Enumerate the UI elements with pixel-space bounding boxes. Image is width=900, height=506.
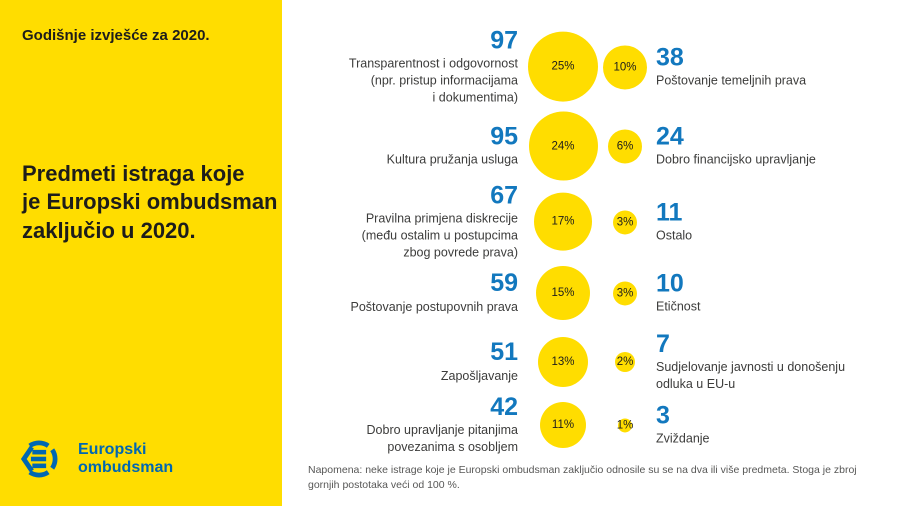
bubble-slot: 6%: [594, 129, 656, 163]
bubble-slot: 2%: [594, 352, 656, 372]
row-value: 3: [656, 401, 670, 430]
chart-row: 7 Sudjelovanje javnosti u donošenju odlu…: [594, 331, 894, 393]
bubble-slot: 13%: [518, 337, 608, 387]
row-value: 67: [490, 181, 518, 210]
chart-row: 24 Dobro financijsko upravljanje 6%: [594, 123, 894, 168]
percentage-bubble: 13%: [538, 337, 588, 387]
row-value: 10: [656, 269, 684, 298]
chart-row: 51 Zapošljavanje 13%: [0, 337, 608, 387]
percentage-bubble: 3%: [613, 281, 637, 305]
bubble-slot: 3%: [594, 210, 656, 234]
percentage-label: 6%: [616, 140, 634, 152]
bubble-slot: 11%: [518, 402, 608, 448]
row-text: 7 Sudjelovanje javnosti u donošenju odlu…: [656, 331, 845, 393]
row-label: Kultura pružanja usluga: [386, 152, 518, 167]
row-text: 59 Poštovanje postupovnih prava: [351, 270, 518, 315]
row-text: 10 Etičnost: [656, 270, 700, 315]
row-label: Dobro financijsko upravljanje: [656, 152, 816, 167]
chart-row: 97 Transparentnost i odgovornost (npr. p…: [0, 26, 608, 107]
row-label: Ostalo: [656, 228, 693, 243]
bubble-slot: 15%: [518, 266, 608, 320]
percentage-bubble: 2%: [615, 352, 635, 372]
row-label: Dobro upravljanje pitanjima povezanima s…: [366, 423, 518, 455]
row-value: 95: [490, 122, 518, 151]
percentage-label: 3%: [616, 287, 634, 299]
percentage-bubble: 24%: [528, 111, 598, 181]
percentage-bubble: 1%: [616, 418, 634, 432]
row-text: 24 Dobro financijsko upravljanje: [656, 123, 816, 168]
ombudsman-logo-icon: [20, 440, 58, 478]
percentage-label: 10%: [613, 61, 637, 73]
chart-row: 67 Pravilna primjena diskrecije (među os…: [0, 181, 608, 262]
footnote: Napomena: neke istrage koje je Europski …: [308, 464, 857, 492]
percentage-label: 13%: [551, 356, 575, 368]
row-value: 51: [490, 338, 518, 367]
percentage-label: 3%: [616, 216, 634, 228]
percentage-bubble: 25%: [528, 32, 598, 102]
row-label: Zviždanje: [656, 431, 710, 446]
report-label: Godišnje izvješće za 2020.: [22, 27, 210, 44]
row-value: 7: [656, 330, 670, 358]
bubble-slot: 3%: [594, 281, 656, 305]
percentage-label: 1%: [616, 419, 634, 431]
row-text: 95 Kultura pružanja usluga: [387, 123, 518, 168]
row-label: Poštovanje temeljnih prava: [656, 73, 807, 88]
row-value: 59: [490, 269, 518, 298]
row-value: 42: [490, 393, 518, 421]
row-text: 38 Poštovanje temeljnih prava: [656, 44, 806, 89]
chart-row: 38 Poštovanje temeljnih prava 10%: [594, 44, 894, 89]
chart-row: 10 Etičnost 3%: [594, 270, 894, 315]
row-text: 97 Transparentnost i odgovornost (npr. p…: [348, 26, 518, 107]
percentage-bubble: 6%: [608, 129, 642, 163]
row-value: 24: [656, 122, 684, 151]
row-label: Etičnost: [656, 299, 701, 314]
row-value: 38: [656, 43, 684, 72]
bubble-slot: 24%: [518, 111, 608, 181]
row-text: 11 Ostalo: [656, 199, 692, 244]
row-label: Transparentnost i odgovornost (npr. pris…: [348, 56, 518, 105]
bubble-slot: 17%: [518, 193, 608, 251]
percentage-bubble: 17%: [534, 193, 592, 251]
chart-row: 42 Dobro upravljanje pitanjima povezanim…: [0, 394, 608, 456]
chart-row: 95 Kultura pružanja usluga 24%: [0, 111, 608, 181]
bubble-slot: 10%: [594, 45, 656, 89]
percentage-bubble: 11%: [540, 402, 586, 448]
row-text: 42 Dobro upravljanje pitanjima povezanim…: [367, 394, 518, 456]
percentage-label: 11%: [551, 419, 575, 431]
chart-row: 59 Poštovanje postupovnih prava 15%: [0, 266, 608, 320]
percentage-label: 25%: [551, 61, 575, 73]
logo-text: Europski ombudsman: [78, 441, 174, 476]
row-label: Poštovanje postupovnih prava: [350, 299, 518, 314]
percentage-bubble: 10%: [603, 45, 647, 89]
page-title: Predmeti istraga koje je Europski ombuds…: [22, 161, 278, 243]
row-text: 51 Zapošljavanje: [441, 339, 518, 384]
row-value: 97: [490, 26, 518, 55]
row-value: 11: [656, 198, 683, 227]
percentage-bubble: 15%: [536, 266, 590, 320]
left-panel: Godišnje izvješće za 2020. Predmeti istr…: [0, 0, 282, 506]
ombudsman-logo: Europski ombudsman: [20, 440, 173, 478]
row-label: Sudjelovanje javnosti u donošenju odluka…: [656, 360, 846, 392]
percentage-label: 17%: [551, 216, 575, 228]
row-label: Zapošljavanje: [440, 368, 518, 383]
bubble-slot: 1%: [594, 418, 656, 432]
row-text: 3 Zviždanje: [656, 402, 710, 447]
percentage-label: 24%: [551, 140, 575, 152]
row-label: Pravilna primjena diskrecije (među ostal…: [361, 211, 518, 260]
bubble-slot: 25%: [518, 32, 608, 102]
percentage-label: 15%: [551, 287, 575, 299]
percentage-bubble: 3%: [613, 210, 637, 234]
row-text: 67 Pravilna primjena diskrecije (među os…: [361, 181, 518, 262]
percentage-label: 2%: [616, 356, 634, 368]
chart-row: 3 Zviždanje 1%: [594, 402, 894, 447]
chart-row: 11 Ostalo 3%: [594, 199, 894, 244]
